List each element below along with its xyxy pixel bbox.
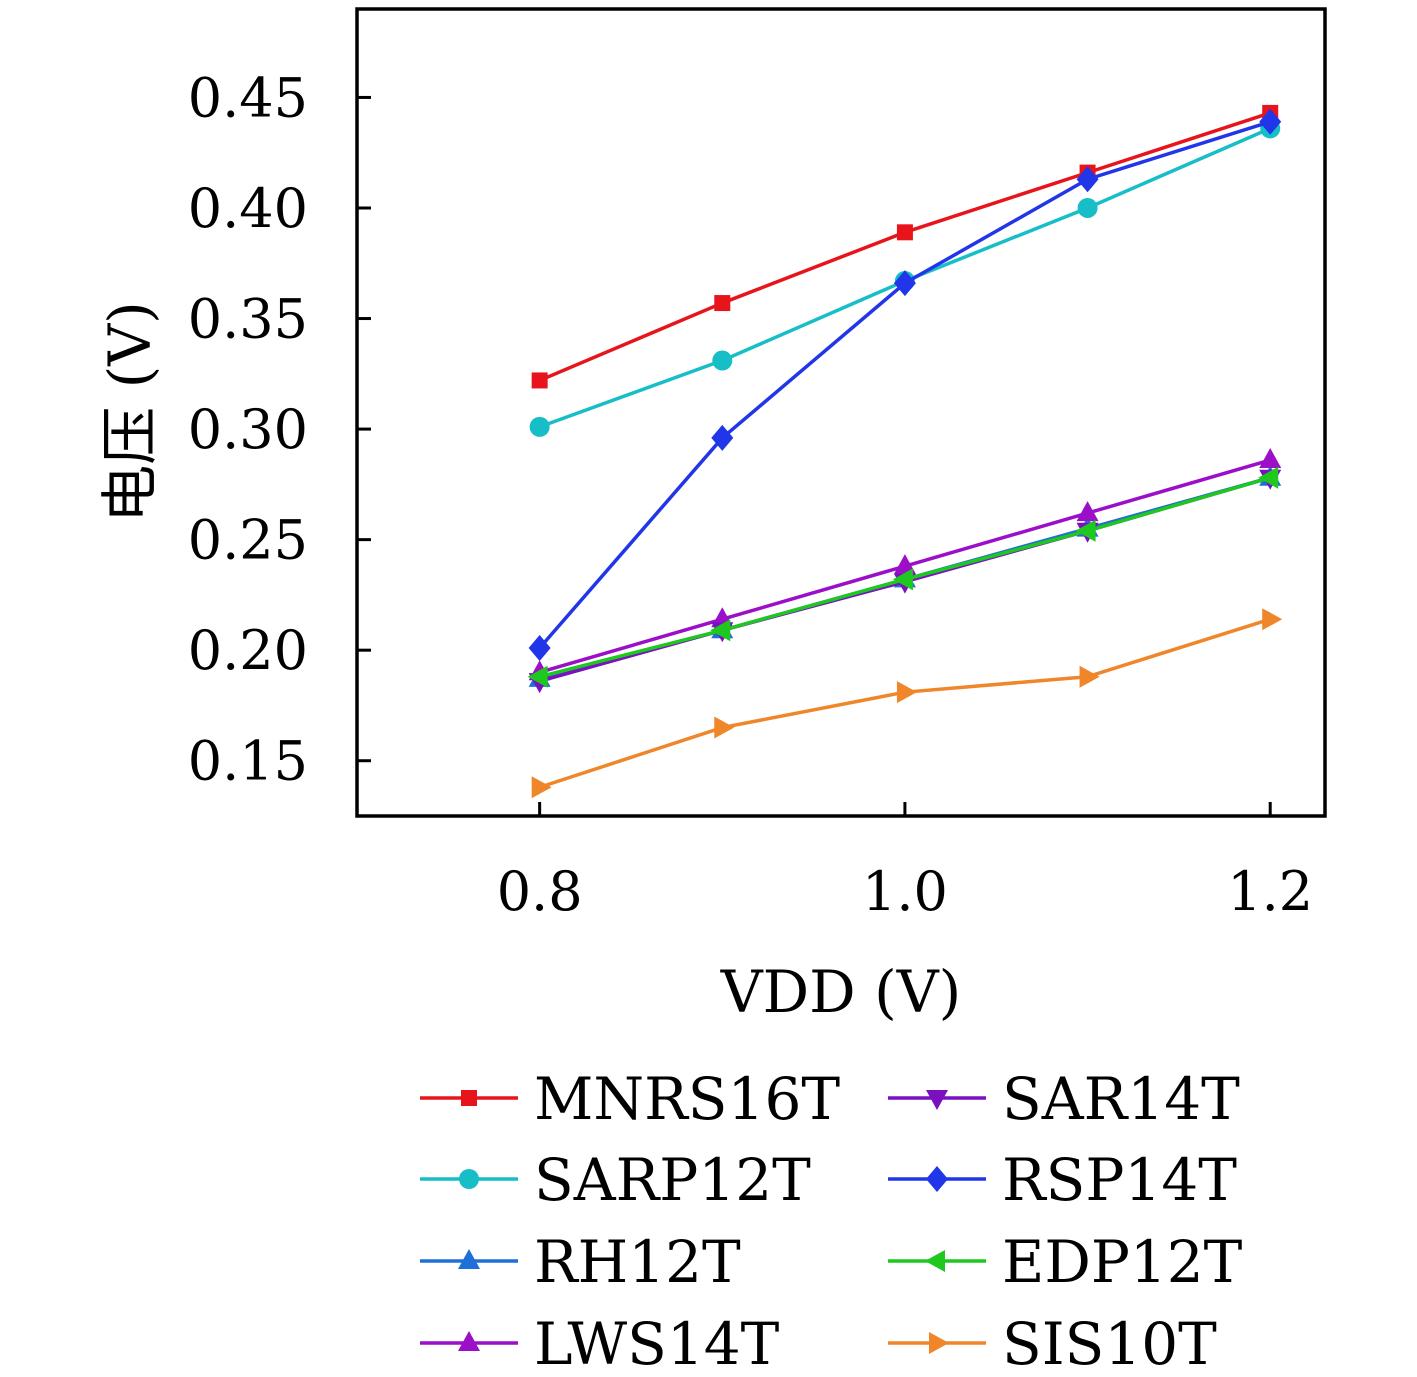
legend-label: RSP14T [1002, 1146, 1237, 1214]
legend-marker [459, 1169, 479, 1189]
data-point-mnrs16t [531, 372, 548, 389]
data-point-sis10t [1079, 665, 1100, 688]
data-point-rsp14t [1259, 108, 1282, 135]
data-point-lws14t [1259, 448, 1282, 469]
legend-marker [925, 1250, 945, 1272]
data-point-sis10t [896, 681, 917, 704]
series-rsp14t [528, 108, 1282, 661]
data-point-mnrs16t [896, 224, 913, 241]
legend-item-rh12t: RH12T [420, 1228, 741, 1296]
y-tick-label: 0.15 [188, 730, 308, 793]
legend-item-rsp14t: RSP14T [888, 1146, 1237, 1214]
y-tick-label: 0.20 [188, 619, 308, 682]
legend-marker [458, 1331, 480, 1351]
data-point-sarp12t [712, 350, 733, 371]
legend-item-sis10t: SIS10T [888, 1310, 1217, 1377]
legend-marker [926, 1166, 948, 1192]
data-point-rsp14t [528, 634, 551, 661]
data-point-lws14t [893, 554, 916, 575]
legend-label: SARP12T [534, 1146, 811, 1214]
series-lws14t [528, 448, 1282, 681]
legend-label: RH12T [534, 1228, 741, 1296]
legend-label: SAR14T [1002, 1065, 1240, 1133]
legend-label: MNRS16T [534, 1065, 840, 1133]
data-point-sarp12t [529, 416, 550, 437]
legend-label: LWS14T [534, 1310, 780, 1377]
y-tick-label: 0.40 [188, 177, 308, 240]
data-point-edp12t [892, 568, 913, 591]
series-line-mnrs16t [538, 111, 1271, 383]
legend-item-edp12t: EDP12T [888, 1228, 1243, 1296]
x-tick-label: 0.8 [497, 860, 583, 923]
x-tick-label: 1.0 [862, 860, 948, 923]
legend-item-mnrs16t: MNRS16T [420, 1065, 840, 1133]
data-point-rsp14t [711, 424, 734, 451]
series-sis10t [531, 608, 1283, 799]
series-edp12t [527, 466, 1279, 688]
legend-label: SIS10T [1002, 1310, 1217, 1377]
series-layer [527, 104, 1283, 799]
data-point-sis10t [714, 716, 735, 739]
y-tick-label: 0.25 [188, 509, 308, 572]
data-point-edp12t [527, 665, 548, 688]
legend-marker [929, 1332, 949, 1354]
legend-marker [926, 1090, 948, 1110]
legend-item-sarp12t: SARP12T [420, 1146, 811, 1214]
data-point-lws14t [1076, 501, 1099, 522]
legend-marker [461, 1090, 477, 1106]
data-point-sarp12t [1077, 197, 1098, 218]
y-axis: 0.15 0.20 0.25 0.30 0.35 0.40 0.45 [188, 66, 371, 793]
legend-marker [458, 1249, 480, 1269]
legend-item-sar14t: SAR14T [888, 1065, 1240, 1133]
legend-label: EDP12T [1002, 1228, 1243, 1296]
series-line-sis10t [539, 617, 1271, 789]
data-point-edp12t [1258, 466, 1279, 489]
plot-frame [355, 7, 1327, 818]
data-point-edp12t [1075, 519, 1096, 542]
data-point-rsp14t [893, 270, 916, 297]
y-axis-label: 电压 (V) [96, 301, 164, 523]
data-point-rsp14t [1076, 166, 1099, 193]
legend-item-lws14t: LWS14T [420, 1310, 780, 1377]
data-point-edp12t [710, 619, 731, 642]
data-point-mnrs16t [714, 295, 731, 312]
y-tick-label: 0.30 [188, 398, 308, 461]
y-tick-label: 0.45 [188, 66, 308, 129]
x-tick-label: 1.2 [1227, 860, 1313, 923]
x-axis-label: VDD (V) [720, 958, 961, 1026]
data-point-sis10t [531, 776, 552, 799]
series-mnrs16t [531, 104, 1279, 389]
data-point-sis10t [1262, 608, 1283, 631]
y-tick-label: 0.35 [188, 288, 308, 351]
x-axis: 0.8 1.0 1.2 [497, 802, 1313, 923]
legend: MNRS16T SARP12T RH12T LWS14T SAR14T RSP14T EDP… [420, 1065, 1243, 1377]
